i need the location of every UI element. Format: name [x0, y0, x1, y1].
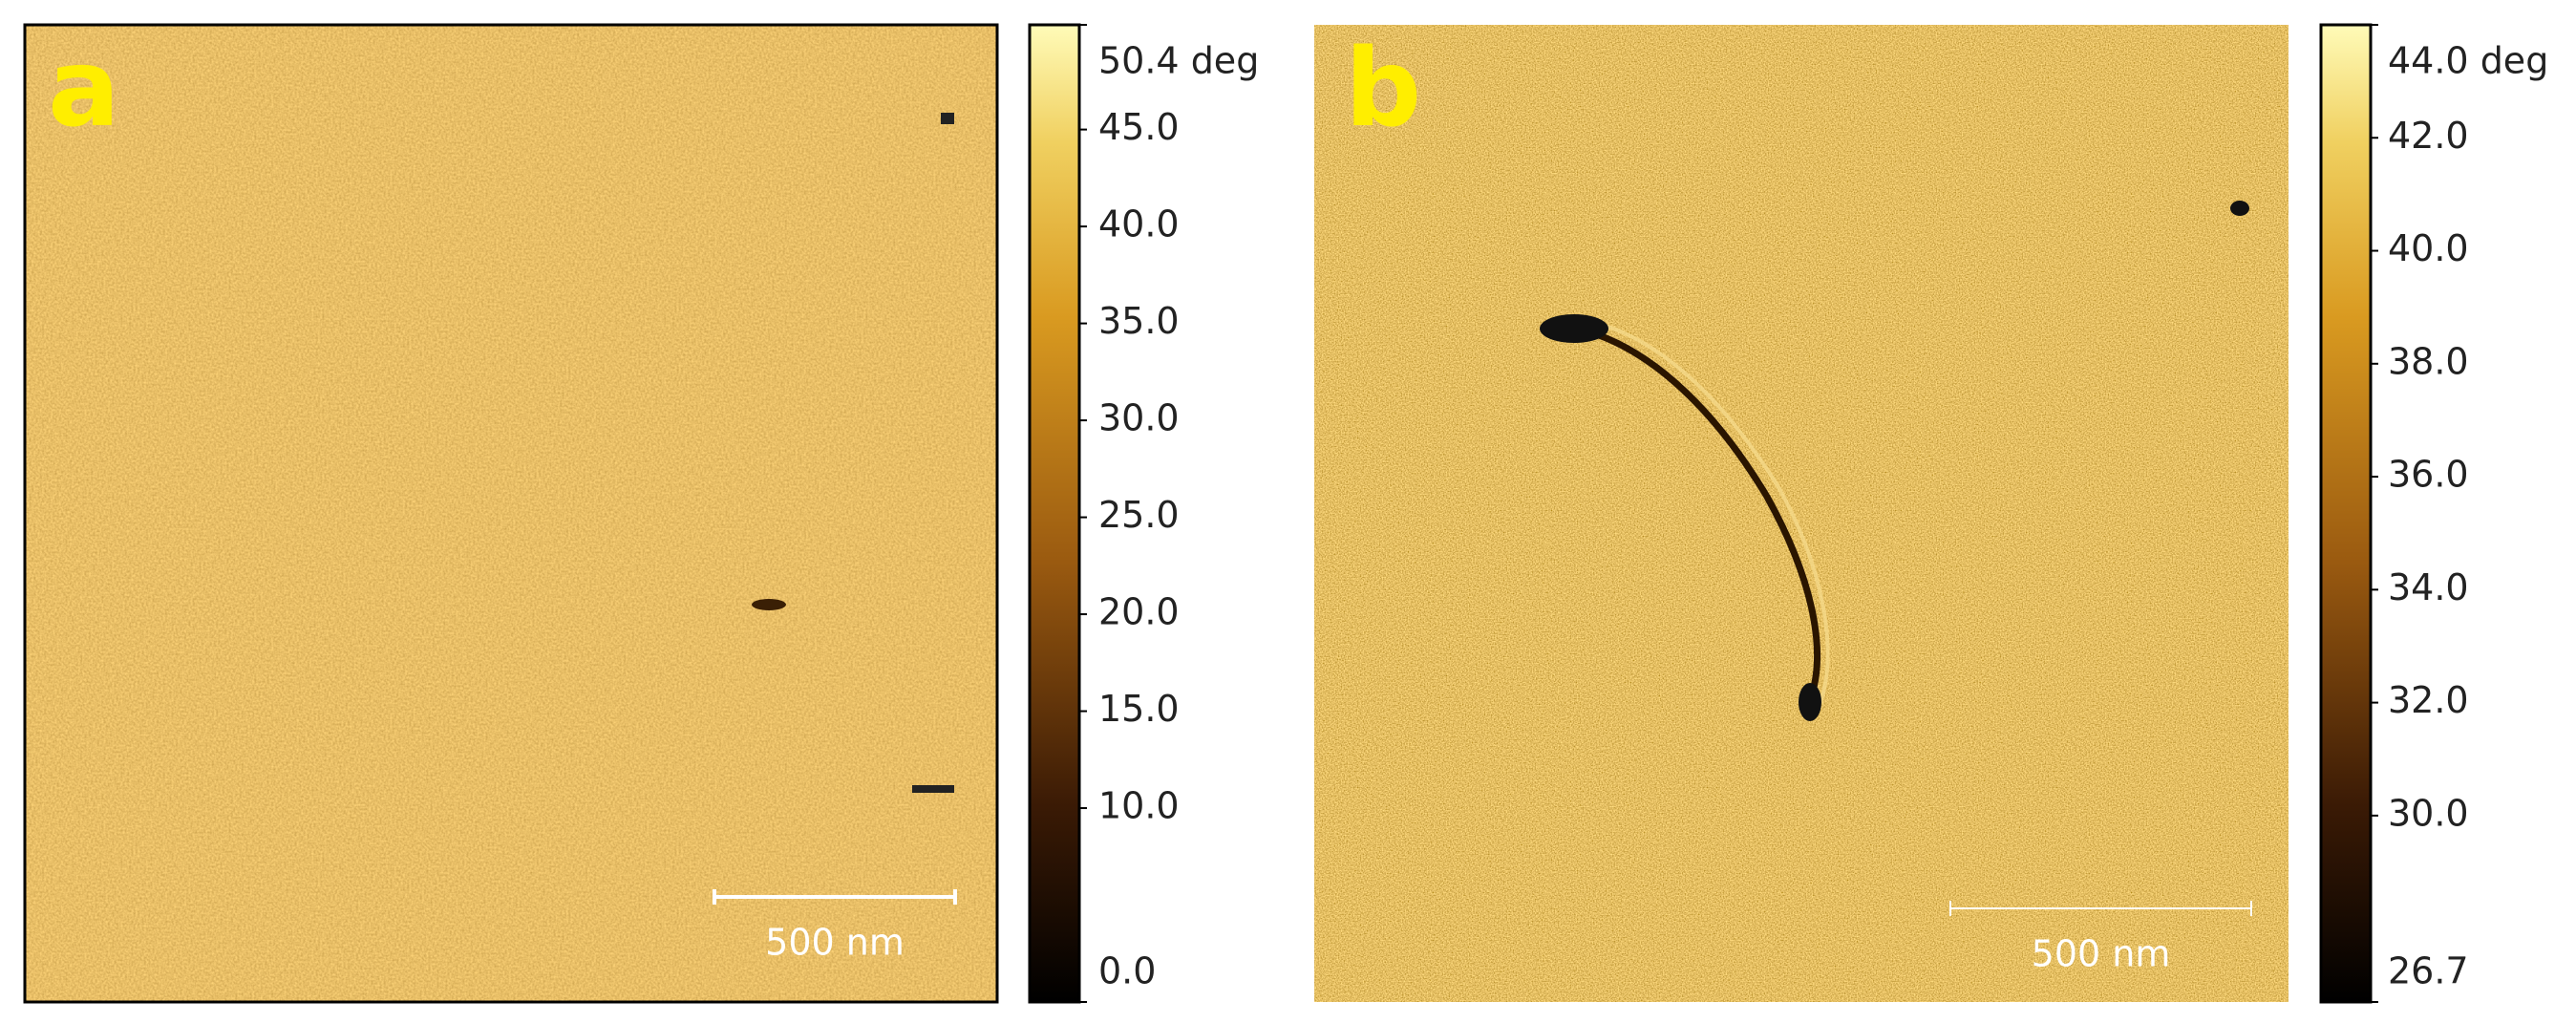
colorbar-tick-label: 50.4 deg — [1098, 40, 1259, 82]
panel-letter: b — [1345, 27, 1421, 151]
colorbar-tick-label: 35.0 — [1098, 300, 1180, 342]
colorbar-tick-label: 30.0 — [1098, 397, 1180, 439]
colorbar-tick-label: 26.7 — [2388, 950, 2469, 992]
colorbar-tick-label: 45.0 — [1098, 106, 1180, 148]
colorbar-tick-label: 25.0 — [1098, 494, 1180, 536]
afm-image — [25, 25, 997, 1002]
colorbar — [2319, 23, 2373, 1004]
panel-letter: a — [48, 27, 120, 151]
colorbar — [1028, 23, 1081, 1004]
particle — [1799, 683, 1821, 721]
scale-bar-label: 500 nm — [2032, 933, 2171, 975]
artifact — [2230, 201, 2249, 216]
image-frame — [23, 23, 999, 1004]
colorbar-tick-label: 36.0 — [2388, 454, 2469, 496]
colorbar-tick-label: 40.0 — [1098, 203, 1180, 245]
colorbar-tick-label: 30.0 — [2388, 792, 2469, 834]
fiber — [1576, 325, 1821, 709]
colorbar-tick-label: 44.0 deg — [2388, 40, 2548, 82]
colorbar-tick-label: 20.0 — [1098, 591, 1180, 633]
fiber-edge — [1586, 319, 1830, 708]
particle — [1540, 314, 1608, 343]
colorbar-tick-label: 32.0 — [2388, 679, 2469, 721]
afm-image — [1314, 25, 2289, 1002]
artifact — [752, 599, 786, 610]
colorbar-tick-label: 10.0 — [1098, 785, 1180, 827]
colorbar-tick-label: 40.0 — [2388, 227, 2469, 269]
colorbar-tick-label: 15.0 — [1098, 688, 1180, 730]
artifact — [912, 785, 954, 793]
colorbar-tick-label: 34.0 — [2388, 566, 2469, 608]
colorbar-tick-label: 38.0 — [2388, 340, 2469, 382]
artifact — [941, 113, 954, 124]
scale-bar-label: 500 nm — [765, 922, 905, 964]
colorbar-tick-label: 0.0 — [1098, 950, 1156, 992]
colorbar-tick-label: 42.0 — [2388, 115, 2469, 157]
